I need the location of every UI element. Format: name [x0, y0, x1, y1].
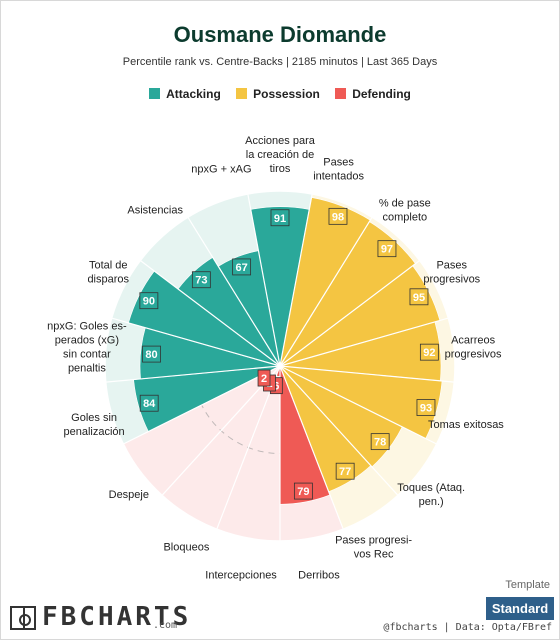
spoke-8	[279, 365, 399, 496]
value-label-15: 90	[143, 296, 155, 308]
category-label-npxg-goles-es-perados-xg-sin-contar-penaltis: npxG: Goles es-perados (xG) sin contar pen…	[47, 320, 127, 374]
value-badge-box-1	[270, 209, 290, 227]
category-label-goles-sin-penalizaci-n: Goles sin penalización	[64, 412, 125, 438]
spoke-11	[216, 365, 281, 530]
value-label-14: 80	[145, 349, 157, 361]
value-badge-box-17	[232, 258, 252, 276]
category-label-acarreos-progresivos: Acarreos progresivos	[445, 334, 502, 360]
value-badge-box-12	[257, 369, 271, 387]
spoke-7	[279, 365, 437, 445]
category-label-de-pase-completo: % de pase completo	[379, 197, 431, 223]
legend-swatch-possession	[236, 88, 248, 99]
category-label-intercepciones: Intercepciones	[205, 569, 277, 581]
value-badge-box-8	[335, 462, 355, 480]
category-label-npxg-xag: npxG + xAG	[191, 163, 251, 175]
value-badge-box-6	[416, 399, 436, 416]
value-label-10: 6	[273, 381, 279, 393]
legend-label-possession: Possession	[253, 87, 320, 101]
background-sector-10	[216, 366, 280, 541]
category-label-derribos: Derribos	[298, 569, 340, 581]
category-label-asistencias: Asistencias	[127, 204, 183, 216]
value-label-2: 98	[332, 211, 344, 223]
brand-name: FBCHARTS	[42, 602, 192, 632]
spoke-12	[161, 365, 281, 496]
value-badge-box-9	[293, 482, 313, 500]
value-label-13: 84	[143, 398, 156, 410]
value-badge-box-2	[328, 207, 348, 225]
value-badge-box-3	[377, 240, 397, 258]
spoke-16	[139, 260, 281, 367]
category-label-toques-ataq-pen: Toques (Ataq. pen.)	[397, 482, 465, 508]
value-label-8: 77	[339, 466, 351, 478]
value-badge-box-16	[191, 271, 211, 289]
outer-ring	[104, 190, 456, 542]
value-badge-box-7	[370, 433, 390, 451]
category-label-bloqueos: Bloqueos	[163, 541, 209, 553]
spoke-2	[279, 193, 313, 367]
category-label-pases-progresi-vos-rec: Pases progresi-vos Rec	[335, 534, 412, 560]
legend-label-defending: Defending	[352, 87, 411, 101]
legend-label-attacking: Attacking	[166, 87, 221, 101]
value-label-3: 97	[381, 244, 393, 256]
value-label-12: 2	[261, 373, 267, 385]
value-label-6: 93	[420, 403, 432, 415]
value-badge-box-4	[409, 288, 429, 306]
value-label-4: 95	[413, 292, 425, 304]
category-label-total-de-disparos: Total de disparos	[87, 260, 129, 286]
spoke-3	[279, 216, 373, 367]
value-label-5: 92	[423, 347, 435, 359]
background-sector-11	[162, 366, 280, 530]
value-label-9: 79	[297, 486, 309, 498]
spoke-9	[279, 365, 344, 530]
value-badge-box-13	[139, 394, 159, 412]
brand-suffix: .com	[153, 620, 178, 631]
spoke-6	[279, 365, 455, 383]
spoke-5	[279, 317, 449, 367]
spoke-17	[187, 216, 281, 367]
value-label-7: 78	[374, 437, 386, 449]
value-label-16: 73	[195, 275, 207, 287]
chart-subtitle: Percentile rank vs. Centre-Backs | 2185 …	[122, 56, 438, 68]
value-badge-box-5	[419, 343, 439, 361]
category-label-despeje: Despeje	[109, 489, 149, 501]
data-credit: @fbcharts | Data: Opta/FBref	[383, 622, 552, 633]
spoke-1	[247, 193, 281, 367]
template-standard-button[interactable]: Standard	[486, 597, 554, 620]
value-badge-box-15	[139, 292, 159, 310]
legend: Attacking Possession Defending	[0, 87, 560, 101]
legend-swatch-defending	[335, 88, 347, 99]
value-label-1: 91	[274, 213, 286, 225]
template-label: Template	[505, 579, 550, 591]
value-badge-box-14	[142, 345, 161, 363]
legend-swatch-attacking	[149, 88, 161, 99]
spoke-15	[111, 317, 281, 367]
value-label-17: 67	[235, 262, 247, 274]
category-label-pases-intentados: Pases intentados	[313, 156, 364, 182]
legend-item-defending: Defending	[335, 87, 411, 101]
chart-title: Ousmane Diomande	[173, 22, 387, 47]
category-label-acciones-para-la-creaci-n-de-tiros: Acciones para la creación de tiros	[245, 135, 316, 175]
spoke-13	[123, 365, 281, 445]
category-label-pases-progresivos: Pases progresivos	[423, 260, 480, 286]
background-sector-12	[123, 366, 280, 496]
category-label-tomas-exitosas: Tomas exitosas	[428, 419, 504, 431]
spoke-14	[105, 365, 281, 383]
legend-item-attacking: Attacking	[149, 87, 221, 101]
spoke-4	[279, 260, 421, 367]
pitch-icon	[10, 606, 36, 630]
legend-item-possession: Possession	[236, 87, 320, 101]
